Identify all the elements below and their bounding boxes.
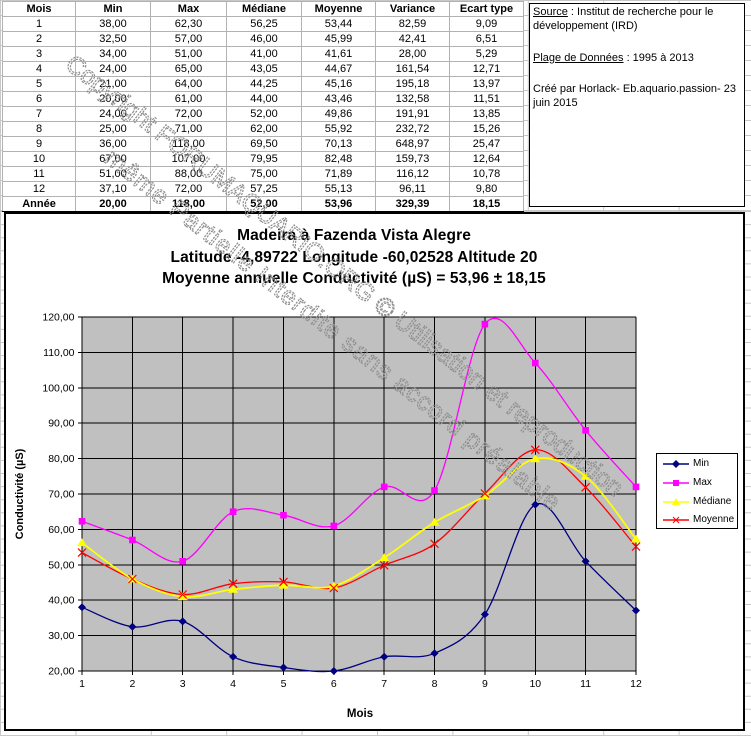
svg-text:70,00: 70,00 [48,489,74,501]
svg-text:6: 6 [331,678,337,690]
svg-text:2: 2 [129,678,135,690]
svg-text:40,00: 40,00 [48,595,74,607]
svg-text:60,00: 60,00 [48,524,74,536]
svg-text:4: 4 [230,678,236,690]
svg-text:50,00: 50,00 [48,559,74,571]
svg-text:3: 3 [180,678,186,690]
svg-text:80,00: 80,00 [48,453,74,465]
svg-text:7: 7 [381,678,387,690]
svg-text:90,00: 90,00 [48,418,74,430]
svg-text:même Partielle Interdite sans: même Partielle Interdite sans accord pré… [99,144,566,517]
svg-text:Copyright FORUMAQUARIO.ORG © U: Copyright FORUMAQUARIO.ORG © Utilisation… [60,50,628,503]
svg-text:120,00: 120,00 [42,312,74,324]
svg-text:20,00: 20,00 [48,666,74,678]
svg-text:5: 5 [281,678,287,690]
svg-text:11: 11 [580,678,591,690]
svg-text:12: 12 [630,678,642,690]
svg-text:10: 10 [529,678,541,690]
svg-text:110,00: 110,00 [43,347,74,359]
svg-text:30,00: 30,00 [48,630,74,642]
svg-text:9: 9 [482,678,488,690]
svg-text:1: 1 [79,678,85,690]
svg-text:8: 8 [432,678,438,690]
svg-text:100,00: 100,00 [42,382,74,394]
